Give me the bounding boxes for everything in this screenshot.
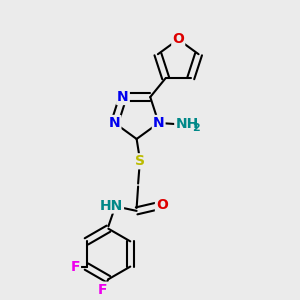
Text: N: N xyxy=(117,90,129,104)
Text: NH: NH xyxy=(175,117,199,131)
Text: N: N xyxy=(153,116,164,130)
Text: HN: HN xyxy=(100,199,123,212)
Text: N: N xyxy=(109,116,120,130)
Text: F: F xyxy=(98,283,107,297)
Text: O: O xyxy=(172,32,184,46)
Text: S: S xyxy=(135,154,145,168)
Text: F: F xyxy=(70,260,80,274)
Text: 2: 2 xyxy=(193,123,200,133)
Text: O: O xyxy=(156,198,168,212)
